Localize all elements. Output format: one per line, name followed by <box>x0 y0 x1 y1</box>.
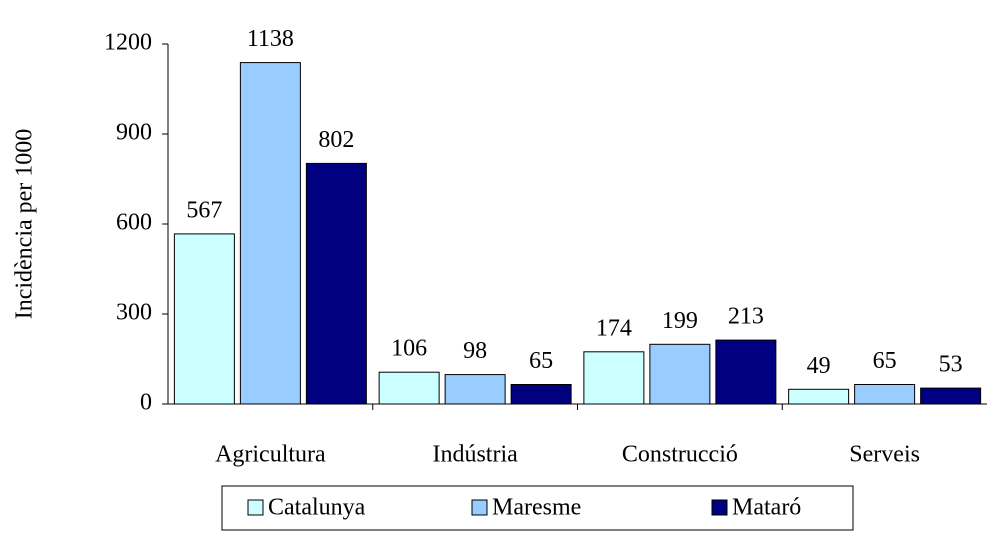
data-label: 65 <box>529 348 553 374</box>
x-tick-label: Agricultura <box>215 442 326 468</box>
bar <box>854 384 916 405</box>
legend-swatch <box>711 499 728 516</box>
data-label: 65 <box>873 348 897 374</box>
legend-swatch <box>247 499 264 516</box>
y-tick-label: 900 <box>116 120 152 146</box>
y-axis-label: Incidència per 1000 <box>12 129 38 320</box>
x-tick-label: Serveis <box>849 442 920 468</box>
bar <box>649 343 711 405</box>
y-tick-label: 600 <box>116 210 152 236</box>
legend-label: Mataró <box>732 495 801 521</box>
bar <box>239 62 301 405</box>
data-label: 106 <box>391 336 427 362</box>
x-tick-label: Indústria <box>432 442 518 468</box>
bar <box>444 374 506 405</box>
data-label: 1138 <box>247 26 294 52</box>
data-label: 213 <box>728 304 764 330</box>
bar <box>173 233 235 405</box>
x-tick-label: Construcció <box>622 442 738 468</box>
y-tick-label: 0 <box>140 390 152 416</box>
data-label: 802 <box>318 127 354 153</box>
bar <box>583 351 645 405</box>
legend-label: Maresme <box>492 495 581 521</box>
data-label: 199 <box>662 308 698 334</box>
data-label: 98 <box>463 338 487 364</box>
bar <box>715 339 777 405</box>
legend-swatch <box>471 499 488 516</box>
bar <box>920 387 982 405</box>
y-tick-label: 1200 <box>104 30 152 56</box>
y-tick-label: 300 <box>116 300 152 326</box>
bar <box>510 384 572 405</box>
data-label: 174 <box>596 315 632 341</box>
data-label: 49 <box>807 353 831 379</box>
bar <box>305 162 367 405</box>
legend-label: Catalunya <box>268 495 366 521</box>
bar <box>378 371 440 405</box>
legend-box <box>221 485 854 531</box>
bar <box>788 388 850 405</box>
data-label: 53 <box>939 352 963 378</box>
data-label: 567 <box>186 197 222 223</box>
